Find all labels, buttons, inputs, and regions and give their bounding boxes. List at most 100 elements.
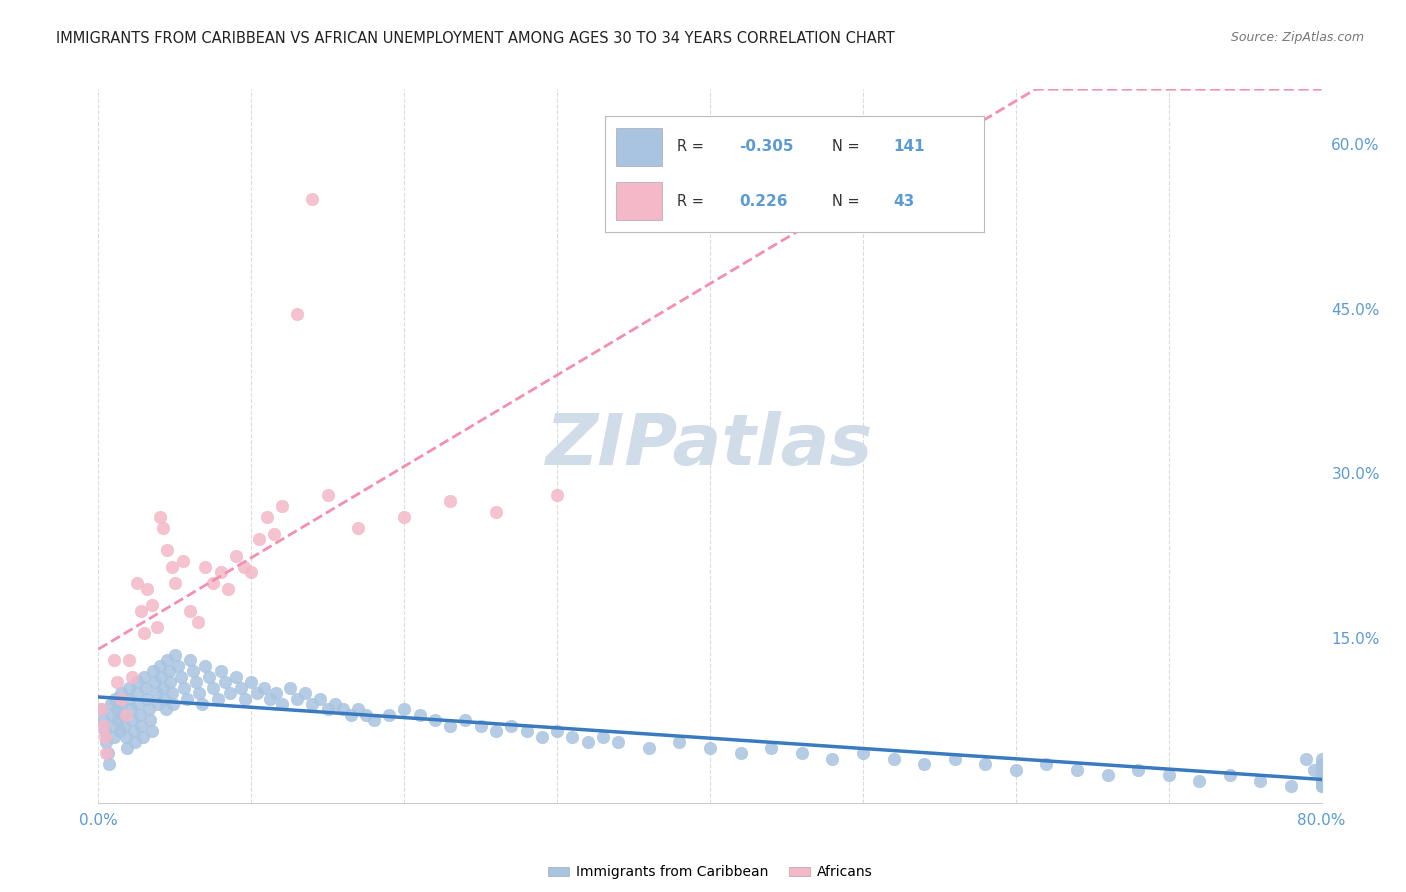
Point bbox=[94, 747, 117, 761]
Text: R =: R = bbox=[676, 139, 709, 154]
Point bbox=[1219, 768, 1241, 782]
Point bbox=[145, 686, 167, 700]
Point bbox=[246, 686, 269, 700]
Text: 141: 141 bbox=[893, 139, 925, 154]
Point bbox=[316, 702, 339, 716]
Point bbox=[121, 669, 143, 683]
Point bbox=[546, 488, 568, 502]
Point bbox=[194, 658, 217, 673]
Point bbox=[1310, 773, 1333, 788]
Text: R =: R = bbox=[676, 194, 713, 209]
Point bbox=[90, 702, 112, 716]
Point bbox=[188, 686, 211, 700]
Text: -0.305: -0.305 bbox=[740, 139, 794, 154]
Point bbox=[439, 494, 461, 508]
Point bbox=[1310, 757, 1333, 772]
Point bbox=[470, 719, 492, 733]
Point bbox=[156, 543, 179, 558]
Point bbox=[259, 691, 281, 706]
Point bbox=[91, 719, 114, 733]
Point bbox=[172, 554, 194, 568]
Point bbox=[1279, 780, 1302, 794]
Point bbox=[354, 708, 377, 723]
Point bbox=[339, 708, 361, 723]
Point bbox=[160, 559, 183, 574]
Point bbox=[129, 604, 152, 618]
Point bbox=[285, 307, 308, 321]
Point bbox=[110, 686, 132, 700]
Point bbox=[121, 714, 143, 728]
Point bbox=[240, 566, 263, 580]
Point bbox=[202, 576, 225, 591]
Point bbox=[232, 559, 254, 574]
Point bbox=[1188, 773, 1211, 788]
Point bbox=[256, 510, 278, 524]
Point bbox=[146, 697, 169, 711]
Point bbox=[1310, 757, 1333, 772]
Point bbox=[135, 681, 157, 695]
Point bbox=[186, 675, 208, 690]
Point bbox=[91, 714, 114, 728]
Point bbox=[162, 697, 184, 711]
Point bbox=[332, 702, 354, 716]
Point bbox=[142, 664, 165, 678]
Point bbox=[181, 664, 204, 678]
Point bbox=[209, 566, 232, 580]
Point bbox=[118, 681, 141, 695]
Point bbox=[157, 664, 180, 678]
Point bbox=[170, 669, 193, 683]
Point bbox=[132, 730, 155, 744]
Point bbox=[141, 598, 163, 612]
Point bbox=[347, 521, 370, 535]
Point bbox=[155, 702, 177, 716]
Point bbox=[105, 702, 128, 716]
Point bbox=[139, 714, 162, 728]
Point bbox=[1303, 763, 1326, 777]
Point bbox=[90, 702, 112, 716]
Point bbox=[1249, 773, 1271, 788]
Point bbox=[485, 724, 508, 739]
Point bbox=[301, 697, 323, 711]
Point bbox=[179, 604, 201, 618]
FancyBboxPatch shape bbox=[616, 182, 662, 220]
Point bbox=[607, 735, 630, 749]
Point bbox=[108, 724, 131, 739]
Point bbox=[145, 620, 167, 634]
Point bbox=[883, 752, 905, 766]
Point bbox=[1035, 757, 1057, 772]
Point bbox=[117, 740, 139, 755]
Point bbox=[141, 724, 163, 739]
Point bbox=[270, 500, 292, 514]
Point bbox=[110, 697, 132, 711]
Point bbox=[1310, 780, 1333, 794]
Text: IMMIGRANTS FROM CARIBBEAN VS AFRICAN UNEMPLOYMENT AMONG AGES 30 TO 34 YEARS CORR: IMMIGRANTS FROM CARIBBEAN VS AFRICAN UNE… bbox=[56, 31, 896, 46]
Point bbox=[136, 582, 159, 596]
Point bbox=[187, 615, 209, 629]
Point bbox=[309, 691, 332, 706]
Point bbox=[115, 708, 138, 723]
Point bbox=[1310, 768, 1333, 782]
Point bbox=[163, 648, 186, 662]
Point bbox=[637, 740, 661, 755]
Point bbox=[325, 697, 347, 711]
Point bbox=[167, 658, 190, 673]
Point bbox=[115, 730, 138, 744]
Point bbox=[759, 740, 782, 755]
Point bbox=[668, 735, 690, 749]
Point bbox=[546, 724, 568, 739]
Point bbox=[530, 730, 553, 744]
Text: 0.226: 0.226 bbox=[740, 194, 787, 209]
Point bbox=[103, 730, 125, 744]
Point bbox=[136, 691, 159, 706]
Point bbox=[207, 691, 229, 706]
Point bbox=[100, 697, 122, 711]
Point bbox=[134, 669, 156, 683]
Point bbox=[214, 675, 236, 690]
Point bbox=[363, 714, 385, 728]
Point bbox=[217, 582, 239, 596]
Point bbox=[129, 719, 152, 733]
Point bbox=[1310, 773, 1333, 788]
Point bbox=[378, 708, 401, 723]
Point bbox=[270, 697, 292, 711]
Point bbox=[101, 708, 124, 723]
